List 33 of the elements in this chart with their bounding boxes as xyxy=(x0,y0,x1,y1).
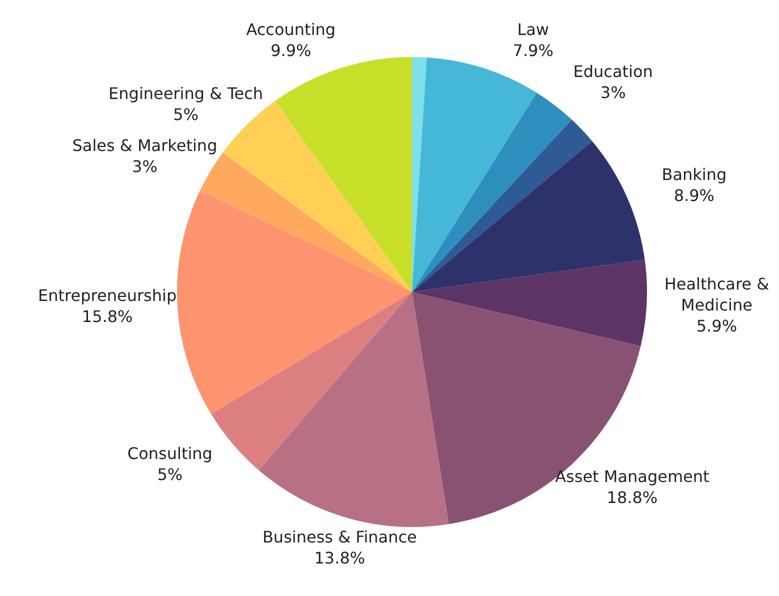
pie-slice xyxy=(211,292,412,470)
slice-label: Asset Management xyxy=(555,466,710,486)
data-label: 8.9% xyxy=(674,185,715,204)
data-label: 3% xyxy=(600,82,626,102)
data-label: 18.8% xyxy=(606,487,658,506)
slice-label: Education xyxy=(573,62,653,81)
data-label: 7.9% xyxy=(512,40,554,60)
pie-slice xyxy=(412,141,645,292)
pie-slice xyxy=(222,101,412,292)
slice-label: Entrepreneurship xyxy=(38,285,177,304)
data-label: 15.8% xyxy=(82,306,133,326)
pie-slice xyxy=(258,292,449,527)
pie-slice xyxy=(412,57,537,292)
data-label: 5% xyxy=(173,104,198,124)
pie-slice xyxy=(177,190,412,414)
data-label: 9.9% xyxy=(270,40,312,60)
slice-label: Banking xyxy=(662,164,727,184)
pie-slice xyxy=(200,152,412,292)
pie-slice xyxy=(275,57,412,292)
data-label: 5.9% xyxy=(696,316,738,335)
data-label: 13.8% xyxy=(314,548,366,567)
slice-label: Healthcare & Medicine xyxy=(664,274,770,314)
pie-slice xyxy=(412,260,647,346)
slice-label: Accounting xyxy=(246,20,336,39)
pie-slice xyxy=(412,92,572,292)
slice-label: Business & Finance xyxy=(262,526,417,546)
slice-label: Sales & Marketing xyxy=(72,136,218,155)
slice-label: Consulting xyxy=(127,443,212,462)
data-label: 5% xyxy=(157,464,183,484)
data-label: 3% xyxy=(132,156,158,176)
slice-label: Law xyxy=(517,20,550,39)
pie-slice xyxy=(412,120,592,292)
slice-label: Engineering & Tech xyxy=(108,83,264,102)
